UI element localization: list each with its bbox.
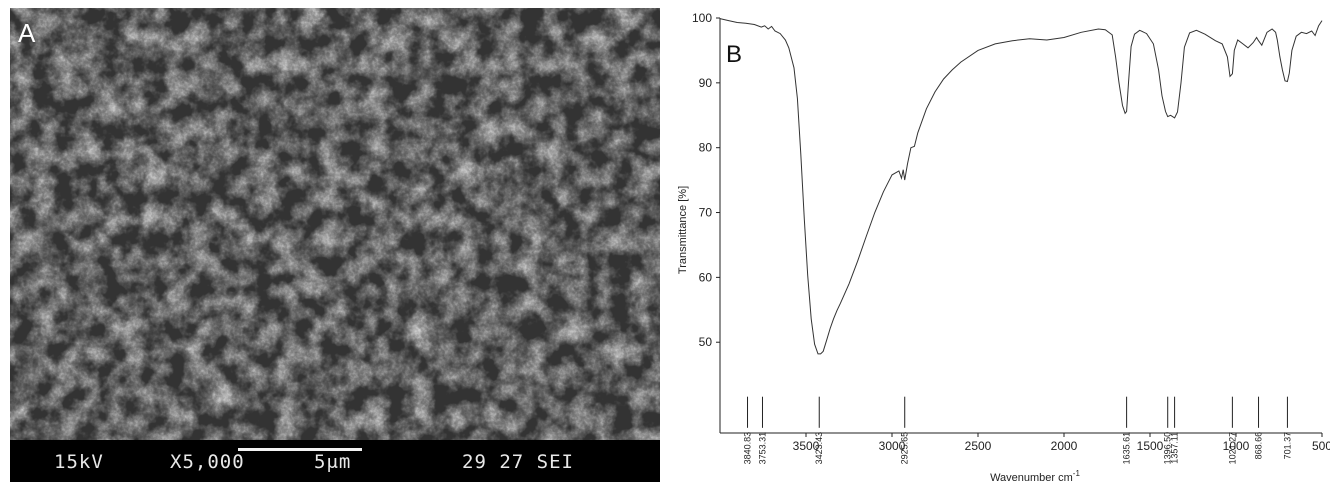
sem-panel: A 15kV X5,000 5μm 29 27 SEI <box>10 8 660 482</box>
y-tick-label: 100 <box>692 11 712 25</box>
peak-label: 3753.31 <box>757 432 767 465</box>
peak-label: 3840.83 <box>743 432 753 465</box>
peak-label: 868.66 <box>1254 432 1264 460</box>
sem-micrograph: A <box>10 8 660 440</box>
x-tick-label: 1000 <box>1223 439 1250 453</box>
sem-info-bar: 15kV X5,000 5μm 29 27 SEI <box>10 440 660 482</box>
peak-label: 1357.11 <box>1170 432 1180 464</box>
x-axis-title-text: Wavenumber cm <box>990 472 1073 484</box>
ftir-panel: 50 60 70 80 90 100 3500 3000 2500 2000 1500 1000 50… <box>670 0 1330 486</box>
x-tick-label: 2500 <box>965 439 992 453</box>
panel-a-label: A <box>18 18 36 48</box>
sem-scale-bar <box>238 448 362 451</box>
x-axis-title: Wavenumber cm-1 <box>990 469 1080 484</box>
peak-label: 1635.61 <box>1122 432 1132 465</box>
y-tick-label: 70 <box>699 206 713 220</box>
sem-scale-label: 5μm <box>314 451 352 473</box>
sem-magnification: X5,000 <box>170 451 245 473</box>
spectrum-line <box>719 18 1323 355</box>
x-tick-label: 500 <box>1312 439 1330 453</box>
y-tick-label: 80 <box>699 141 713 155</box>
panel-b-label: B <box>726 41 742 68</box>
peak-label: 2925.65 <box>900 432 910 465</box>
x-tick-label: 1500 <box>1137 439 1164 453</box>
peak-marker-group: 3840.83 3753.31 3423.43 2925.65 1635.61 1396.… <box>743 396 1292 465</box>
y-tick-label: 90 <box>699 76 713 90</box>
sem-code: 29 27 SEI <box>462 451 574 473</box>
peak-label: 3423.43 <box>814 432 824 465</box>
x-tick-label: 3000 <box>879 439 906 453</box>
chart-axes <box>719 18 1322 434</box>
ftir-chart: 50 60 70 80 90 100 3500 3000 2500 2000 1500 1000 50… <box>677 11 1330 484</box>
x-tick-label: 2000 <box>1051 439 1078 453</box>
y-tick-label: 60 <box>699 270 713 284</box>
x-tick-group: 3500 3000 2500 2000 1500 1000 500 <box>793 433 1330 453</box>
peak-label: 701.37 <box>1282 432 1292 460</box>
y-tick-label: 50 <box>699 335 713 349</box>
peak-label: 1396.50 <box>1163 432 1173 465</box>
x-tick-label: 3500 <box>793 439 820 453</box>
y-axis-title: Transmittance [%] <box>677 186 689 274</box>
sem-voltage: 15kV <box>54 451 104 473</box>
x-axis-title-superscript: -1 <box>1073 469 1081 478</box>
y-tick-group: 50 60 70 80 90 100 <box>692 11 720 349</box>
peak-label: 1021.27 <box>1227 432 1237 465</box>
